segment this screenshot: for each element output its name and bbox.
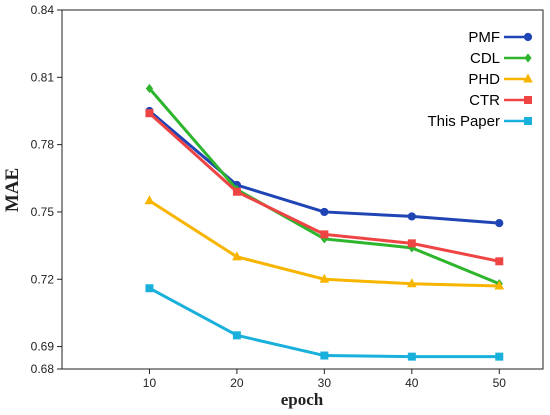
data-point bbox=[406, 278, 417, 288]
y-tick-label: 0.69 bbox=[31, 340, 55, 354]
series-phd bbox=[144, 195, 505, 290]
x-tick-label: 40 bbox=[405, 376, 419, 390]
legend-label: This Paper bbox=[427, 113, 500, 130]
data-point bbox=[494, 280, 505, 290]
data-point bbox=[232, 187, 241, 196]
x-axis: 10 20 30 40 50 bbox=[143, 369, 506, 390]
y-tick-label: 0.75 bbox=[31, 205, 55, 219]
y-axis-label: MAE bbox=[2, 168, 23, 212]
y-tick-label: 0.72 bbox=[31, 272, 55, 286]
x-axis-label: epoch bbox=[281, 390, 324, 409]
data-point bbox=[145, 284, 154, 293]
data-point bbox=[320, 351, 329, 360]
legend-item: CDL bbox=[470, 50, 532, 67]
data-point bbox=[407, 239, 416, 248]
data-point bbox=[145, 109, 154, 118]
legend: PMF CDL PHD CTR This Paper bbox=[427, 29, 533, 130]
legend-label: PHD bbox=[468, 71, 500, 88]
x-tick-label: 20 bbox=[230, 376, 244, 390]
y-tick-label: 0.78 bbox=[31, 138, 55, 152]
legend-item: This Paper bbox=[427, 113, 532, 130]
y-tick-label: 0.68 bbox=[31, 362, 55, 376]
legend-label: CTR bbox=[469, 92, 500, 109]
legend-marker bbox=[524, 96, 532, 104]
legend-marker bbox=[523, 32, 533, 42]
legend-marker bbox=[523, 73, 533, 83]
data-point bbox=[320, 207, 329, 217]
x-tick-label: 10 bbox=[143, 376, 157, 390]
data-point bbox=[407, 352, 416, 361]
legend-marker bbox=[524, 117, 532, 125]
data-point bbox=[232, 331, 241, 340]
data-point bbox=[320, 230, 329, 239]
data-point bbox=[495, 352, 504, 361]
plot-area bbox=[61, 9, 544, 370]
x-tick-label: 50 bbox=[493, 376, 507, 390]
data-point bbox=[145, 83, 154, 94]
data-point bbox=[144, 195, 155, 205]
series-this-paper bbox=[145, 284, 504, 361]
legend-item: PHD bbox=[468, 71, 533, 88]
legend-item: CTR bbox=[469, 92, 532, 109]
series-ctr bbox=[145, 109, 504, 266]
y-tick-label: 0.84 bbox=[31, 3, 55, 17]
y-tick-label: 0.81 bbox=[31, 70, 55, 84]
x-tick-label: 30 bbox=[318, 376, 332, 390]
data-point bbox=[407, 212, 416, 221]
y-axis: 0.84 0.81 0.78 0.75 0.72 0.69 0.68 bbox=[31, 3, 62, 376]
legend-marker bbox=[524, 53, 532, 63]
data-point bbox=[319, 273, 330, 283]
legend-label: PMF bbox=[468, 29, 500, 46]
legend-item: PMF bbox=[468, 29, 533, 46]
data-point bbox=[495, 257, 504, 266]
legend-label: CDL bbox=[470, 50, 500, 67]
data-point bbox=[495, 219, 504, 228]
data-point bbox=[232, 251, 242, 261]
series-group bbox=[144, 83, 505, 361]
